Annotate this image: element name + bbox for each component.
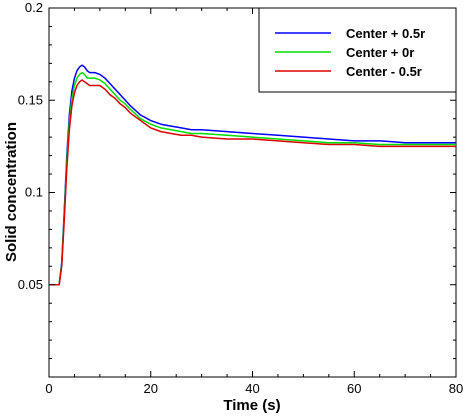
- legend: Center + 0.5r Center + 0r Center - 0.5r: [258, 7, 457, 93]
- y-tick-label: 0.05: [18, 277, 43, 292]
- legend-items: Center + 0.5r Center + 0r Center - 0.5r: [275, 26, 425, 79]
- series-line-3: [49, 79, 456, 286]
- series-line-2: [49, 71, 456, 286]
- x-tick-label: 80: [449, 381, 463, 396]
- x-tick-label: 60: [347, 381, 361, 396]
- x-tick-label: 40: [245, 381, 259, 396]
- x-axis-title: Time (s): [223, 397, 280, 414]
- x-tick-label: 0: [45, 381, 52, 396]
- legend-label-1: Center + 0.5r: [346, 26, 425, 41]
- series-line-1: [49, 64, 456, 286]
- y-tick-label: 0.15: [18, 92, 43, 107]
- series-layer: [49, 64, 456, 286]
- legend-label-3: Center - 0.5r: [346, 64, 422, 79]
- legend-label-2: Center + 0r: [346, 45, 414, 60]
- y-tick-label: 0.1: [25, 185, 43, 200]
- y-tick-label: 0.2: [25, 0, 43, 15]
- legend-box: [258, 7, 457, 93]
- y-axis-title: Solid concentration: [3, 122, 20, 262]
- x-tick-label: 20: [144, 381, 158, 396]
- ticks-layer: 0 20 40 60 80 0.05 0.1 0.15 0.2: [18, 0, 464, 396]
